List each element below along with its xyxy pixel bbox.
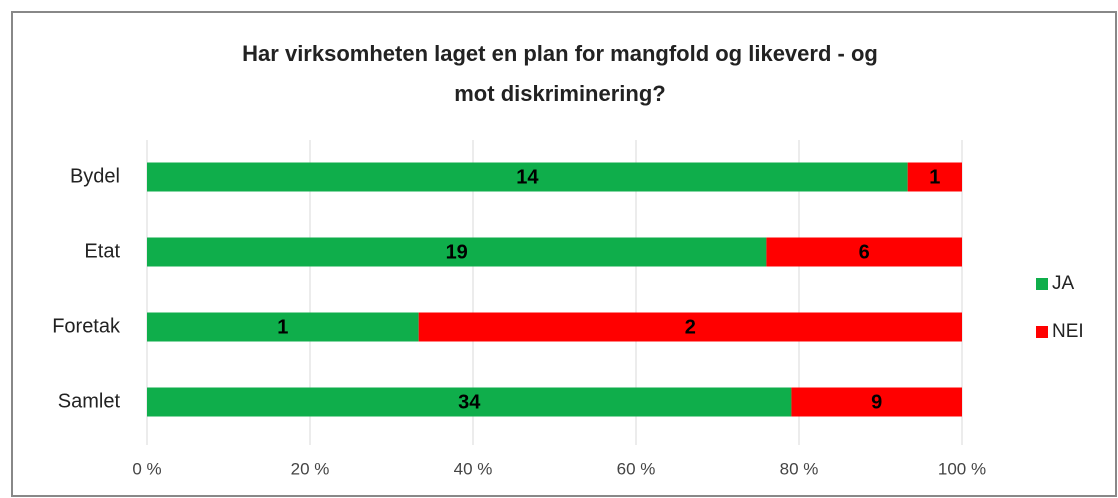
- bar: [147, 312, 419, 342]
- legend-label: JA: [1052, 273, 1075, 294]
- data-label: 14: [516, 166, 539, 188]
- data-label: 1: [929, 166, 940, 188]
- legend-swatch: [1036, 326, 1048, 338]
- data-label: 9: [871, 391, 882, 413]
- x-tick-label: 40 %: [454, 459, 493, 478]
- data-label: 6: [859, 241, 870, 263]
- legend-swatch: [1036, 278, 1048, 290]
- data-label: 19: [446, 241, 468, 263]
- data-label: 34: [458, 391, 481, 413]
- bar: [147, 237, 767, 267]
- bar: [418, 312, 963, 342]
- y-tick-label: Foretak: [52, 315, 121, 337]
- bar: [907, 162, 962, 192]
- y-tick-label: Samlet: [58, 390, 121, 412]
- bar: [147, 387, 792, 417]
- legend-label: NEI: [1052, 321, 1084, 342]
- x-tick-label: 60 %: [617, 459, 656, 478]
- chart-title: Har virksomheten laget en plan for mangf…: [242, 41, 878, 66]
- x-tick-label: 100 %: [938, 459, 986, 478]
- bar: [766, 237, 962, 267]
- y-tick-label: Bydel: [70, 165, 120, 187]
- x-tick-label: 80 %: [780, 459, 819, 478]
- bar: [791, 387, 962, 417]
- bar: [147, 162, 908, 192]
- x-tick-label: 0 %: [132, 459, 161, 478]
- chart-title: mot diskriminering?: [454, 81, 665, 106]
- data-label: 2: [685, 316, 696, 338]
- data-label: 1: [277, 316, 288, 338]
- y-tick-label: Etat: [84, 240, 120, 262]
- x-tick-label: 20 %: [291, 459, 330, 478]
